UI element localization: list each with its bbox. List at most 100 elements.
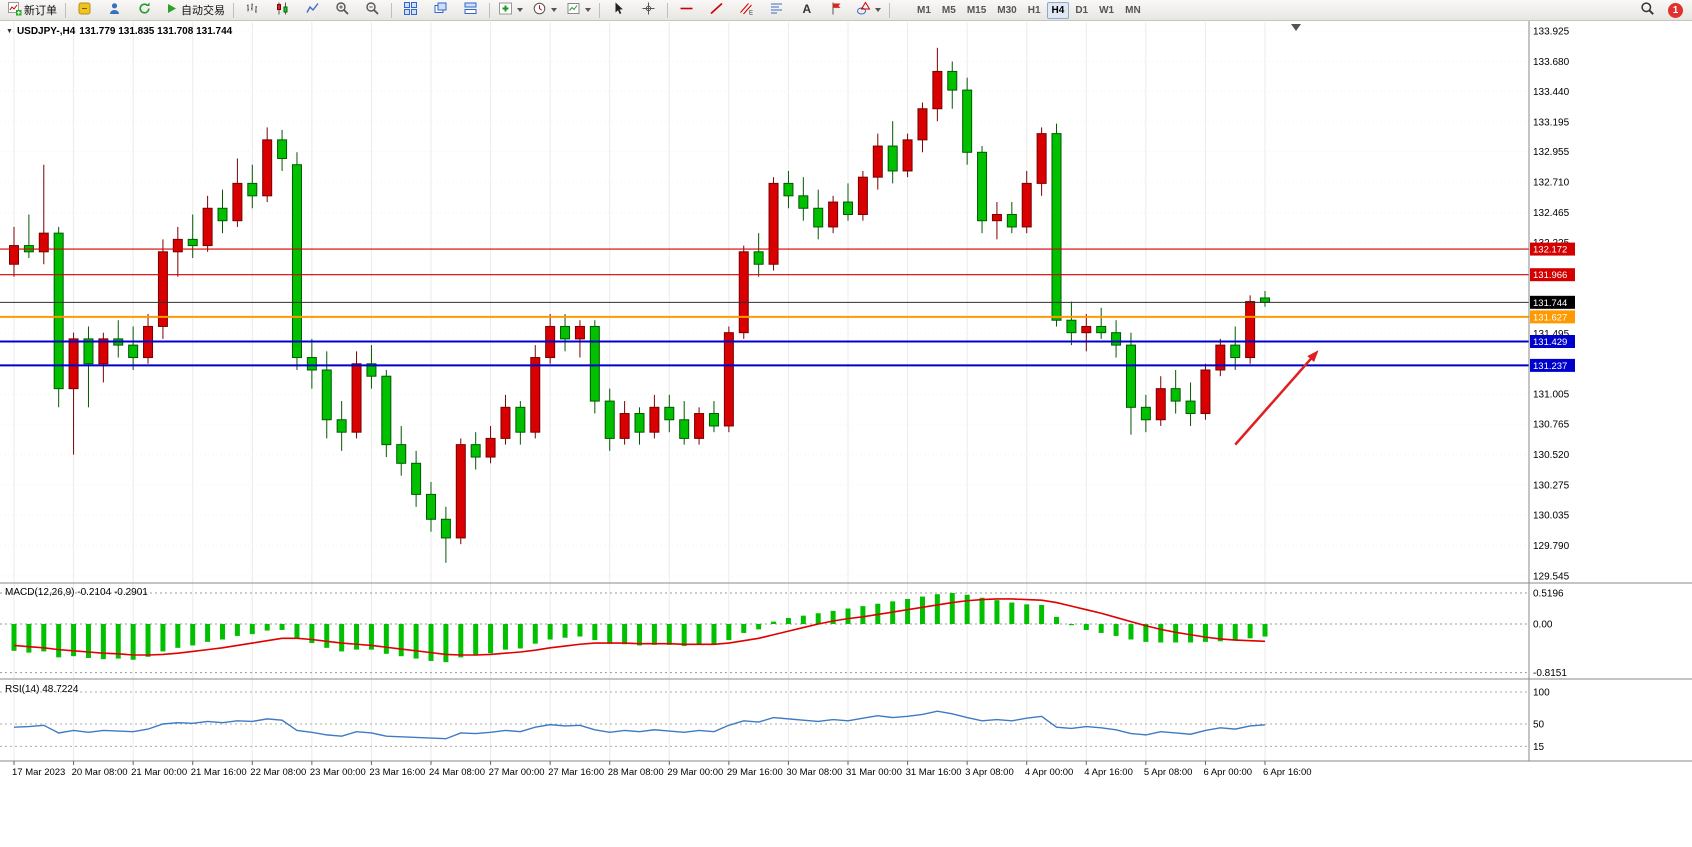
candle: [306, 357, 317, 371]
candle: [902, 139, 913, 172]
macd-bar: [309, 624, 315, 644]
svg-text:131.966: 131.966: [1533, 270, 1567, 281]
cascade-windows-icon: [433, 1, 448, 19]
timeframe-M15[interactable]: M15: [966, 4, 987, 16]
macd-bar: [473, 624, 479, 656]
new-order-button[interactable]: 新订单: [3, 0, 61, 21]
periods-button[interactable]: [528, 0, 561, 21]
macd-bar: [1128, 624, 1134, 640]
candlestick-chart-button[interactable]: [268, 0, 297, 21]
svg-text:129.790: 129.790: [1533, 541, 1570, 552]
svg-text:5 Apr 08:00: 5 Apr 08:00: [1144, 767, 1193, 778]
candle: [1230, 344, 1241, 359]
timeframe-H4[interactable]: H4: [1046, 1, 1070, 19]
chart-plot-area[interactable]: [0, 21, 1529, 761]
macd-bar: [1024, 604, 1030, 624]
macd-bar: [1039, 604, 1045, 624]
candle: [708, 413, 719, 427]
macd-bar: [1143, 624, 1149, 642]
search-button[interactable]: [1633, 0, 1662, 21]
cursor-tool-button[interactable]: [604, 0, 633, 21]
rsi-value: 48.7224: [42, 684, 79, 695]
metaeditor-button[interactable]: [70, 0, 99, 21]
candlestick-series: [9, 47, 1271, 563]
new-order-label: 新订单: [24, 5, 57, 17]
cascade-windows-button[interactable]: [426, 0, 455, 21]
svg-text:31 Mar 16:00: 31 Mar 16:00: [906, 767, 962, 778]
templates-button[interactable]: [562, 0, 595, 21]
timeframe-W1[interactable]: W1: [1099, 4, 1115, 16]
timeframe-D1[interactable]: D1: [1075, 4, 1089, 16]
channel-tool-button[interactable]: E: [732, 0, 761, 21]
label-tool-button[interactable]: [822, 0, 851, 21]
candle: [455, 444, 466, 539]
tile-windows-button[interactable]: [396, 0, 425, 21]
timeframe-M1[interactable]: M1: [917, 4, 931, 16]
candle: [768, 182, 779, 265]
svg-text:31 Mar 00:00: 31 Mar 00:00: [846, 767, 902, 778]
candle: [1006, 213, 1017, 228]
ohlc-collapse-icon[interactable]: ▼: [6, 28, 13, 35]
zoom-out-button[interactable]: [358, 0, 387, 21]
macd-bar: [1202, 624, 1208, 642]
candle: [411, 462, 422, 495]
hline-tool-button[interactable]: [672, 0, 701, 21]
candle: [694, 413, 705, 439]
timeframe-M30[interactable]: M30: [997, 4, 1017, 16]
timeframe-M5[interactable]: M5: [941, 4, 956, 16]
candle: [783, 182, 794, 197]
macd-bar: [383, 624, 389, 654]
timeframe-H1[interactable]: H1: [1027, 4, 1041, 16]
chevron-down-icon: [517, 8, 523, 12]
macd-bar: [443, 624, 449, 663]
macd-bar: [607, 624, 613, 644]
toolbar-separator: [489, 2, 490, 18]
candle: [1140, 406, 1151, 421]
shapes-tool-button[interactable]: [852, 0, 885, 21]
candle: [351, 363, 362, 433]
macd-bar: [815, 613, 821, 624]
candle: [1111, 332, 1122, 346]
refresh-button[interactable]: [130, 0, 159, 21]
candle: [530, 357, 541, 433]
candle: [723, 332, 734, 427]
candle: [440, 518, 451, 539]
macd-bar: [785, 618, 791, 624]
macd-bar: [324, 624, 330, 648]
timeframe-MN[interactable]: MN: [1125, 4, 1141, 16]
market-watch-button[interactable]: [100, 0, 129, 21]
candle: [247, 182, 258, 197]
macd-bar: [756, 624, 762, 630]
candle: [798, 195, 809, 209]
macd-bar: [637, 624, 643, 646]
price-badge: [1530, 242, 1575, 256]
tile-windows-icon: [403, 1, 418, 19]
equidistant-channel-icon: E: [739, 1, 754, 19]
svg-text:132.955: 132.955: [1533, 147, 1570, 158]
macd-bar: [354, 624, 360, 650]
trend-arrow[interactable]: [1234, 350, 1319, 446]
line-chart-button[interactable]: [298, 0, 327, 21]
text-tool-button[interactable]: A: [792, 0, 821, 21]
chart-shift-marker[interactable]: [1291, 24, 1301, 31]
arrange-windows-button[interactable]: [456, 0, 485, 21]
macd-bar: [145, 624, 151, 657]
price-badge: [1530, 335, 1575, 349]
zoom-in-button[interactable]: [328, 0, 357, 21]
macd-bar: [919, 596, 925, 624]
svg-text:129.545: 129.545: [1533, 571, 1570, 582]
bar-chart-button[interactable]: [238, 0, 267, 21]
fibonacci-tool-button[interactable]: [762, 0, 791, 21]
svg-text:15: 15: [1533, 742, 1545, 753]
clock-icon: [532, 1, 547, 19]
indicators-button[interactable]: [494, 0, 527, 21]
candle: [500, 406, 511, 439]
candle: [277, 139, 288, 160]
crosshair-tool-button[interactable]: [634, 0, 663, 21]
trendline-tool-button[interactable]: [702, 0, 731, 21]
candle: [872, 145, 883, 178]
macd-signal-line: [13, 598, 1266, 656]
autotrading-button[interactable]: 自动交易: [160, 0, 229, 21]
notification-badge[interactable]: 1: [1668, 2, 1683, 18]
